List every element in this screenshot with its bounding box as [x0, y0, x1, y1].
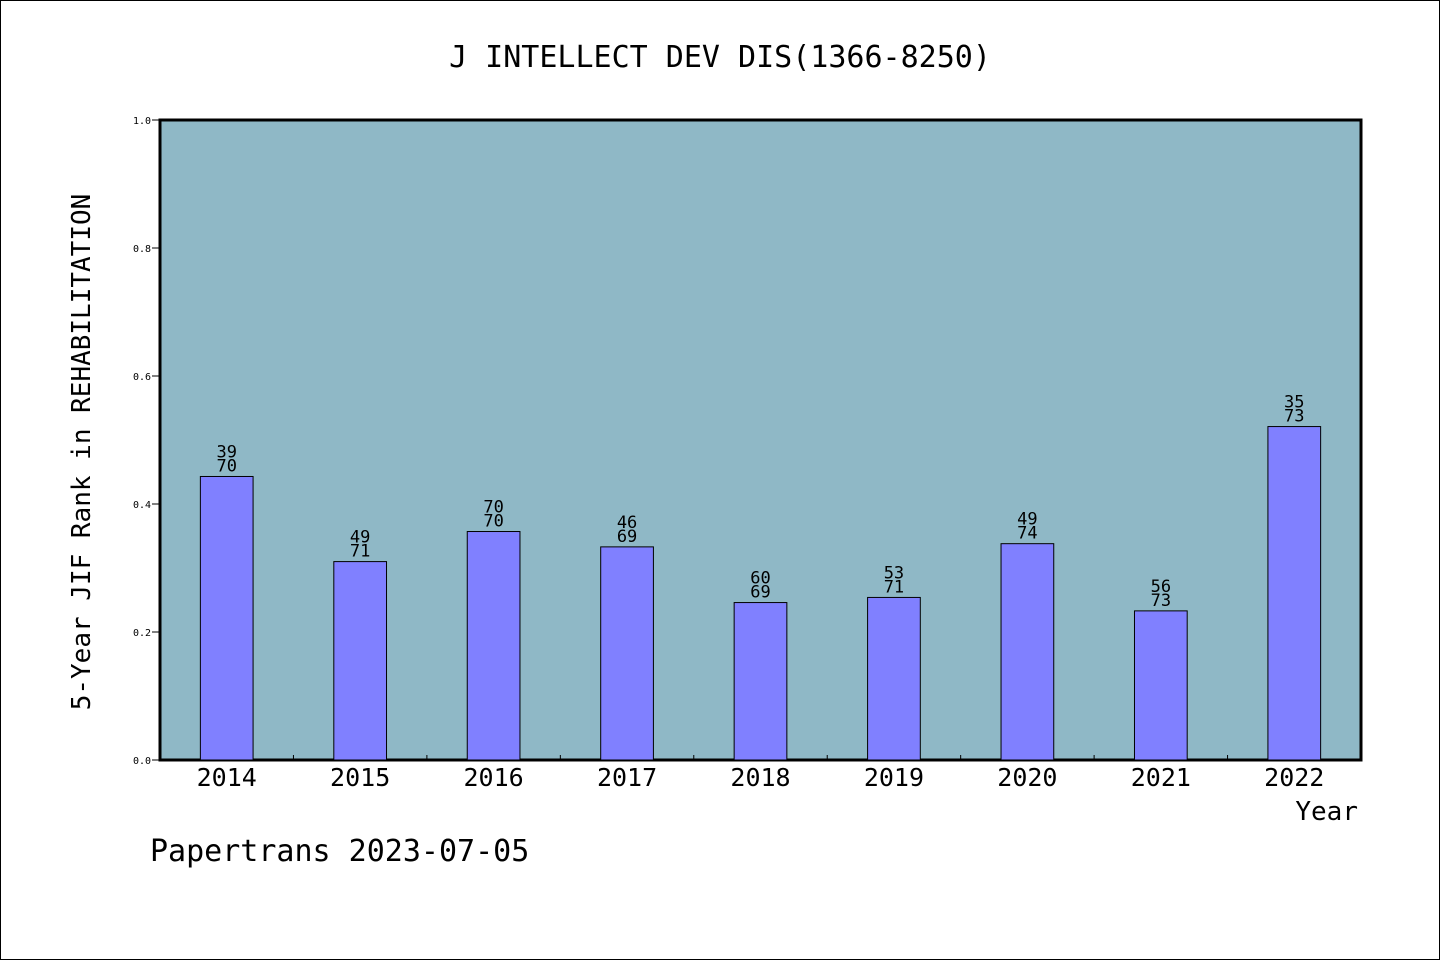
x-tick-label-2022: 2022 [1264, 763, 1324, 792]
y-tick-label: 1.0 [133, 116, 151, 127]
x-axis-label: Year [1295, 797, 1358, 827]
bars-layer [199, 426, 1322, 761]
data-label-bottom-2021: 73 [1151, 591, 1171, 611]
bar-2014 [199, 475, 254, 761]
data-label-top-2019: 53 [884, 563, 904, 583]
y-tick-label: 0.6 [133, 372, 151, 383]
data-label-bottom-2017: 69 [617, 527, 637, 547]
x-tick-label-2020: 2020 [997, 763, 1057, 792]
bar-2020 [1000, 543, 1055, 761]
data-label-top-2014: 39 [216, 442, 236, 462]
x-tick-label-2015: 2015 [330, 763, 390, 792]
data-label-top-2021: 56 [1151, 577, 1171, 597]
x-tick-label-2019: 2019 [864, 763, 924, 792]
data-label-bottom-2019: 71 [884, 577, 904, 597]
bar-2019 [867, 596, 921, 761]
data-label-bottom-2018: 69 [750, 583, 770, 603]
x-tick-label-2021: 2021 [1131, 763, 1191, 792]
chart-title: J INTELLECT DEV DIS(1366-8250) [449, 40, 991, 75]
data-label-top-2016: 70 [483, 498, 503, 518]
data-label-top-2017: 46 [617, 513, 637, 533]
y-axis: 0.0 0.2 0.4 0.6 0.8 1.0 [133, 116, 160, 767]
watermark-text: Papertrans 2023-07-05 [150, 834, 530, 869]
bar-2017 [600, 546, 654, 761]
data-label-bottom-2014: 70 [216, 456, 236, 476]
x-tick-label-2017: 2017 [597, 763, 657, 792]
data-label-bottom-2022: 73 [1284, 407, 1304, 427]
bar-2022 [1267, 426, 1322, 761]
bar-2015 [333, 561, 388, 761]
y-tick-label: 0.0 [133, 756, 151, 767]
x-tick-label-2018: 2018 [730, 763, 790, 792]
bar-2018 [733, 602, 788, 761]
data-label-top-2018: 60 [750, 569, 770, 589]
data-label-bottom-2016: 70 [483, 512, 503, 532]
data-label-bottom-2015: 71 [350, 542, 370, 562]
y-axis-label: 5-Year JIF Rank in REHABILITATION [67, 194, 97, 711]
bar-2021 [1133, 610, 1188, 761]
y-tick-label: 0.8 [133, 244, 151, 255]
data-label-top-2015: 49 [350, 528, 370, 548]
y-tick-label: 0.4 [133, 500, 151, 511]
x-tick-label-2016: 2016 [464, 763, 524, 792]
x-axis: 2014 2015 2016 2017 2018 2019 2020 2021 2022 [197, 755, 1324, 792]
data-label-top-2022: 35 [1284, 393, 1304, 413]
y-tick-label: 0.2 [133, 628, 151, 639]
data-label-top-2020: 49 [1017, 510, 1037, 530]
bar-2016 [466, 531, 521, 761]
data-label-bottom-2020: 74 [1017, 524, 1037, 544]
x-tick-label-2014: 2014 [197, 763, 257, 792]
